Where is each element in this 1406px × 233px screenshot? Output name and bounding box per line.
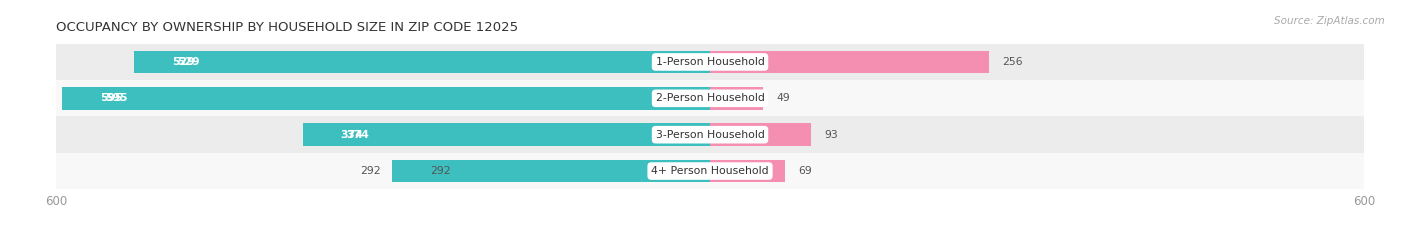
Bar — [56, 44, 1364, 80]
Bar — [56, 153, 1364, 189]
Bar — [392, 160, 710, 182]
Text: 374: 374 — [346, 130, 368, 140]
Text: OCCUPANCY BY OWNERSHIP BY HOUSEHOLD SIZE IN ZIP CODE 12025: OCCUPANCY BY OWNERSHIP BY HOUSEHOLD SIZE… — [56, 21, 519, 34]
Bar — [710, 123, 811, 146]
Text: Source: ZipAtlas.com: Source: ZipAtlas.com — [1274, 16, 1385, 26]
Text: 595: 595 — [100, 93, 122, 103]
Text: 374: 374 — [340, 130, 364, 140]
Text: 292: 292 — [360, 166, 381, 176]
Text: 292: 292 — [430, 166, 450, 176]
Bar — [56, 116, 1364, 153]
Bar — [710, 87, 763, 110]
Text: 2-Person Household: 2-Person Household — [655, 93, 765, 103]
Text: 3-Person Household: 3-Person Household — [655, 130, 765, 140]
Text: 1-Person Household: 1-Person Household — [655, 57, 765, 67]
Text: 256: 256 — [1002, 57, 1022, 67]
Text: 49: 49 — [776, 93, 790, 103]
Text: 595: 595 — [105, 93, 128, 103]
Bar — [710, 160, 785, 182]
Text: 93: 93 — [824, 130, 838, 140]
Bar — [62, 87, 710, 110]
Bar — [56, 80, 1364, 116]
Text: 4+ Person Household: 4+ Person Household — [651, 166, 769, 176]
Bar — [302, 123, 710, 146]
Text: 69: 69 — [799, 166, 813, 176]
Bar — [710, 51, 988, 73]
Text: 529: 529 — [172, 57, 194, 67]
Bar — [134, 51, 710, 73]
Text: 529: 529 — [177, 57, 200, 67]
